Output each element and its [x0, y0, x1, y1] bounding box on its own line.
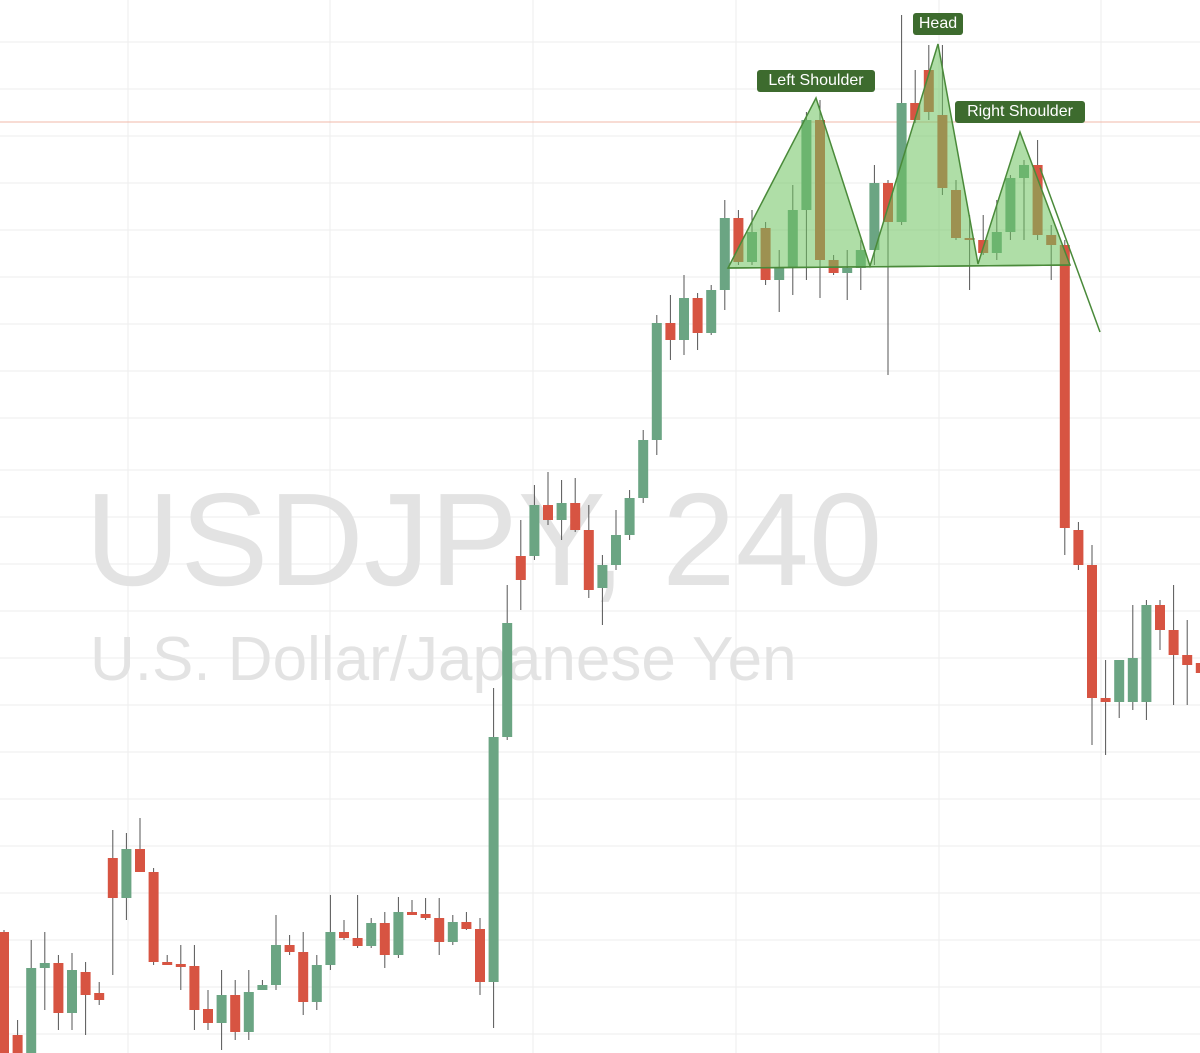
head-shoulders-area [726, 43, 1072, 269]
candle-body [135, 849, 145, 872]
candle-body [67, 970, 77, 1013]
candle-body [325, 932, 336, 965]
candle-body [583, 530, 594, 590]
label-left-shoulder: Left Shoulder [768, 72, 864, 89]
candle-body [461, 922, 472, 929]
candle-body [39, 963, 50, 968]
candle-body [543, 505, 553, 520]
candle-body [611, 535, 621, 565]
candle-body [1141, 605, 1152, 702]
candle-body [298, 952, 309, 1002]
candle-body [379, 923, 390, 955]
candle-body [216, 995, 227, 1023]
candle-body [0, 932, 9, 1053]
candle-body [502, 623, 513, 737]
candle-body [1127, 658, 1138, 702]
candle-body [434, 918, 445, 942]
candle-body [1195, 663, 1200, 673]
candle-body [638, 440, 649, 498]
candle-body [12, 1035, 23, 1053]
pattern [726, 43, 1101, 333]
candle-body [679, 298, 689, 340]
candle-body [706, 290, 717, 333]
candle-body [842, 268, 853, 273]
candle-body [107, 858, 118, 898]
candle-body [94, 993, 105, 1000]
candle-body [257, 985, 268, 990]
candle-body [475, 929, 485, 982]
candle-body [651, 323, 662, 440]
candle-body [284, 945, 295, 952]
labels: Left Shoulder Head Right Shoulder [757, 13, 1085, 123]
label-head: Head [919, 15, 957, 32]
candle-body [556, 503, 567, 520]
candle-body [665, 323, 676, 340]
candle-body [393, 912, 404, 955]
candle-body [121, 849, 132, 898]
candle-body [570, 503, 581, 530]
candle-body [189, 966, 200, 1010]
neckline [727, 264, 1071, 269]
candle-body [230, 995, 241, 1032]
candle-body [1182, 655, 1193, 665]
candle-body [733, 218, 744, 262]
trend-line [1039, 167, 1101, 333]
candle-body [420, 914, 431, 918]
watermark-symbol: USDJPY, 240 [85, 466, 882, 613]
candle-body [1087, 565, 1097, 698]
label-box [757, 70, 875, 92]
candle-body [529, 505, 540, 556]
candle-body [148, 872, 159, 962]
candle-body [162, 962, 173, 965]
candle-body [1073, 530, 1084, 565]
candle-body [624, 498, 635, 535]
candle-body [692, 298, 703, 333]
label-box [955, 101, 1085, 123]
watermark-description: U.S. Dollar/Japanese Yen [90, 625, 797, 694]
candle-body [1100, 698, 1111, 702]
candle-body [910, 103, 921, 120]
candle-body [203, 1009, 213, 1023]
candle-body [869, 183, 880, 250]
label-box [913, 13, 963, 35]
candle-body [366, 923, 377, 946]
candle-body [53, 963, 64, 1013]
candle-body [407, 912, 417, 915]
candle-body [597, 565, 608, 588]
candle-body [1059, 245, 1070, 528]
candle-body [1114, 660, 1125, 702]
candle-body [719, 218, 730, 290]
candle-body [339, 932, 349, 938]
candle-body [311, 965, 322, 1002]
candle-body [352, 938, 363, 946]
candle-body [80, 972, 91, 995]
candle-body [26, 968, 37, 1053]
candle-body [271, 945, 281, 985]
candle-body [774, 267, 785, 280]
candle-body [1155, 605, 1165, 630]
candle-body [883, 183, 893, 222]
candle-body [1168, 630, 1179, 655]
candle-body [175, 964, 186, 967]
candle-body [488, 737, 499, 982]
candle-body [515, 556, 526, 580]
label-right-shoulder: Right Shoulder [967, 103, 1074, 120]
candle-body [243, 992, 254, 1032]
candle-body [447, 922, 458, 942]
